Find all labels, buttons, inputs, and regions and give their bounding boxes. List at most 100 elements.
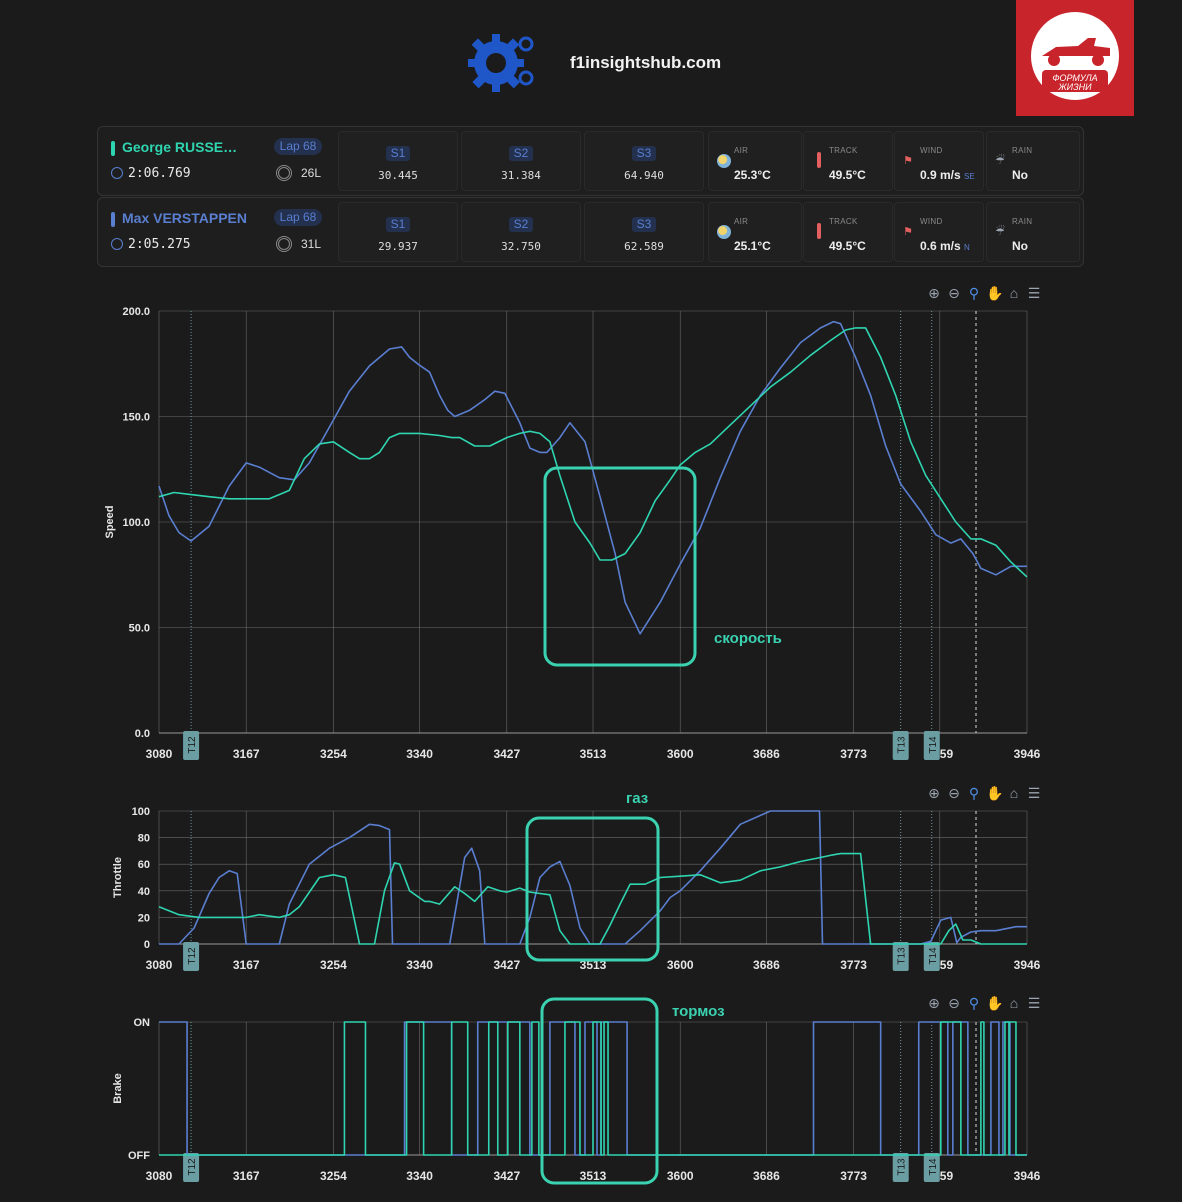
turn-marker-badge (183, 731, 200, 760)
x-tick-label: 3600 (667, 958, 694, 972)
site-title[interactable]: f1insightshub.com (570, 53, 722, 72)
track-temp: TRACK 49.5°C (803, 131, 893, 191)
x-tick-label: 3513 (580, 747, 607, 761)
turn-marker-badge (892, 1153, 909, 1182)
selection-zoom-icon[interactable]: ⚲ (968, 785, 980, 801)
series-line-verstappen (158, 320, 1027, 635)
sector-3: S3 64.940 (584, 131, 704, 191)
sector-3: S3 62.589 (584, 202, 704, 262)
thermometer-icon (817, 152, 821, 168)
sector-1: S1 30.445 (338, 131, 458, 191)
x-tick-label: 3080 (146, 958, 173, 972)
zoom-in-icon[interactable]: ⊕ (928, 995, 940, 1011)
x-tick-label: 3080 (146, 1169, 173, 1183)
zoom-out-icon[interactable]: ⊖ (948, 285, 960, 301)
wind-speed: 0.6 m/s (920, 239, 961, 253)
air-value: 25.3°C (734, 168, 771, 182)
turn-marker-badge (183, 942, 200, 971)
turn-marker-badge (892, 942, 909, 971)
turn-marker-label: T14 (928, 947, 939, 965)
pan-hand-icon[interactable]: ✋ (986, 995, 1004, 1011)
x-tick-label: 3946 (1014, 747, 1041, 761)
pan-hand-icon[interactable]: ✋ (986, 285, 1004, 301)
driver-row: George RUSSE… Lap 68 2:06.769 26L S1 30.… (97, 126, 1084, 196)
zoom-out-icon[interactable]: ⊖ (948, 995, 960, 1011)
header: f1insightshub.com ФОРМУЛА ЖИЗНИ (0, 0, 1182, 120)
brake-plot[interactable]: 3080 3167 3254 3340 3427 3513 3600 3686 3773 3859… (0, 992, 1182, 1197)
y-tick-label: 0 (144, 939, 150, 951)
speed-chart: ⊕ ⊖ ⚲ ✋ ⌂ ☰ 3080 3167 3254 3340 3427 3513 3600 3686 3… (0, 282, 1182, 772)
x-tick-label: 3254 (320, 747, 347, 761)
driver-name[interactable]: Max VERSTAPPEN (122, 210, 247, 226)
lap-badge: Lap 68 (274, 138, 322, 155)
sector-time: 31.384 (501, 169, 541, 182)
clock-icon (111, 238, 123, 250)
turn-marker-badge (923, 1153, 940, 1182)
y-tick-label: 150.0 (122, 412, 150, 424)
rain-label: RAIN (1012, 146, 1033, 155)
selection-zoom-icon[interactable]: ⚲ (968, 995, 980, 1011)
menu-icon[interactable]: ☰ (1027, 285, 1041, 301)
wind-value: 0.9 m/s SE (920, 168, 975, 182)
reset-home-icon[interactable]: ⌂ (1009, 285, 1019, 301)
zoom-in-icon[interactable]: ⊕ (928, 285, 940, 301)
turn-marker-label: T12 (187, 1158, 198, 1176)
rain-cloud-icon: ☔ (995, 155, 1005, 167)
y-tick-label: 50.0 (129, 623, 150, 635)
brake-annotation: тормоз (672, 1003, 725, 1020)
x-tick-label: 3167 (233, 1169, 260, 1183)
tyre-age: 31L (301, 237, 322, 251)
track-label: TRACK (829, 217, 858, 226)
turn-marker-label: T14 (928, 736, 939, 754)
pan-hand-icon[interactable]: ✋ (986, 785, 1004, 801)
wind-value: 0.6 m/s N (920, 239, 970, 253)
rain-value: No (1012, 168, 1028, 182)
gear-logo-icon (468, 34, 534, 92)
x-tick-label: 3600 (667, 1169, 694, 1183)
sector-label: S3 (632, 217, 656, 232)
speed-plot[interactable]: 3080 3167 3254 3340 3427 3513 3600 3686 3773 3859… (0, 282, 1182, 772)
weather-sun-icon (717, 225, 731, 239)
turn-marker-badge (923, 731, 940, 760)
wind-direction: SE (964, 172, 975, 181)
sector-label: S2 (509, 217, 533, 232)
brake-chart: ⊕ ⊖ ⚲ ✋ ⌂ ☰ 3080 3167 3254 3340 3427 3513 3600 3686 3… (0, 992, 1182, 1197)
speed-annotation: скорость (714, 630, 782, 647)
turn-marker-label: T12 (187, 947, 198, 965)
air-label: AIR (734, 146, 749, 155)
turn-marker-badge (183, 1153, 200, 1182)
track-value: 49.5°C (829, 239, 866, 253)
y-tick-label: ON (134, 1017, 151, 1029)
air-temp: AIR 25.3°C (708, 131, 802, 191)
sector-1: S1 29.937 (338, 202, 458, 262)
x-tick-label: 3773 (840, 1169, 867, 1183)
track-label: TRACK (829, 146, 858, 155)
zoom-out-icon[interactable]: ⊖ (948, 785, 960, 801)
reset-home-icon[interactable]: ⌂ (1009, 785, 1019, 801)
menu-icon[interactable]: ☰ (1027, 995, 1041, 1011)
y-tick-label: 60 (138, 859, 150, 871)
brake-toolbar: ⊕ ⊖ ⚲ ✋ ⌂ ☰ (922, 995, 1042, 1013)
turn-marker-label: T13 (897, 947, 908, 965)
sector-2: S2 32.750 (461, 202, 581, 262)
tyre-age: 26L (301, 166, 322, 180)
reset-home-icon[interactable]: ⌂ (1009, 995, 1019, 1011)
zoom-in-icon[interactable]: ⊕ (928, 785, 940, 801)
driver-row: Max VERSTAPPEN Lap 68 2:05.275 31L S1 29… (97, 197, 1084, 267)
wind-label: WIND (920, 217, 943, 226)
sector-time: 32.750 (501, 240, 541, 253)
x-tick-label: 3686 (753, 747, 780, 761)
x-tick-label: 3167 (233, 747, 260, 761)
throttle-plot[interactable]: 3080 3167 3254 3340 3427 3513 3600 3686 3773 3859… (0, 782, 1182, 982)
x-tick-label: 3340 (406, 747, 433, 761)
clock-icon (111, 167, 123, 179)
turn-marker-label: T14 (928, 1158, 939, 1176)
y-tick-label: 0.0 (135, 728, 150, 740)
formula-zhizni-badge: ФОРМУЛА ЖИЗНИ (1016, 0, 1134, 116)
rain: ☔ RAIN No (986, 131, 1080, 191)
selection-zoom-icon[interactable]: ⚲ (968, 285, 980, 301)
menu-icon[interactable]: ☰ (1027, 785, 1041, 801)
driver-name[interactable]: George RUSSE… (122, 139, 238, 155)
windsock-icon: ⚑ (903, 226, 913, 238)
svg-text:ЖИЗНИ: ЖИЗНИ (1057, 82, 1092, 92)
